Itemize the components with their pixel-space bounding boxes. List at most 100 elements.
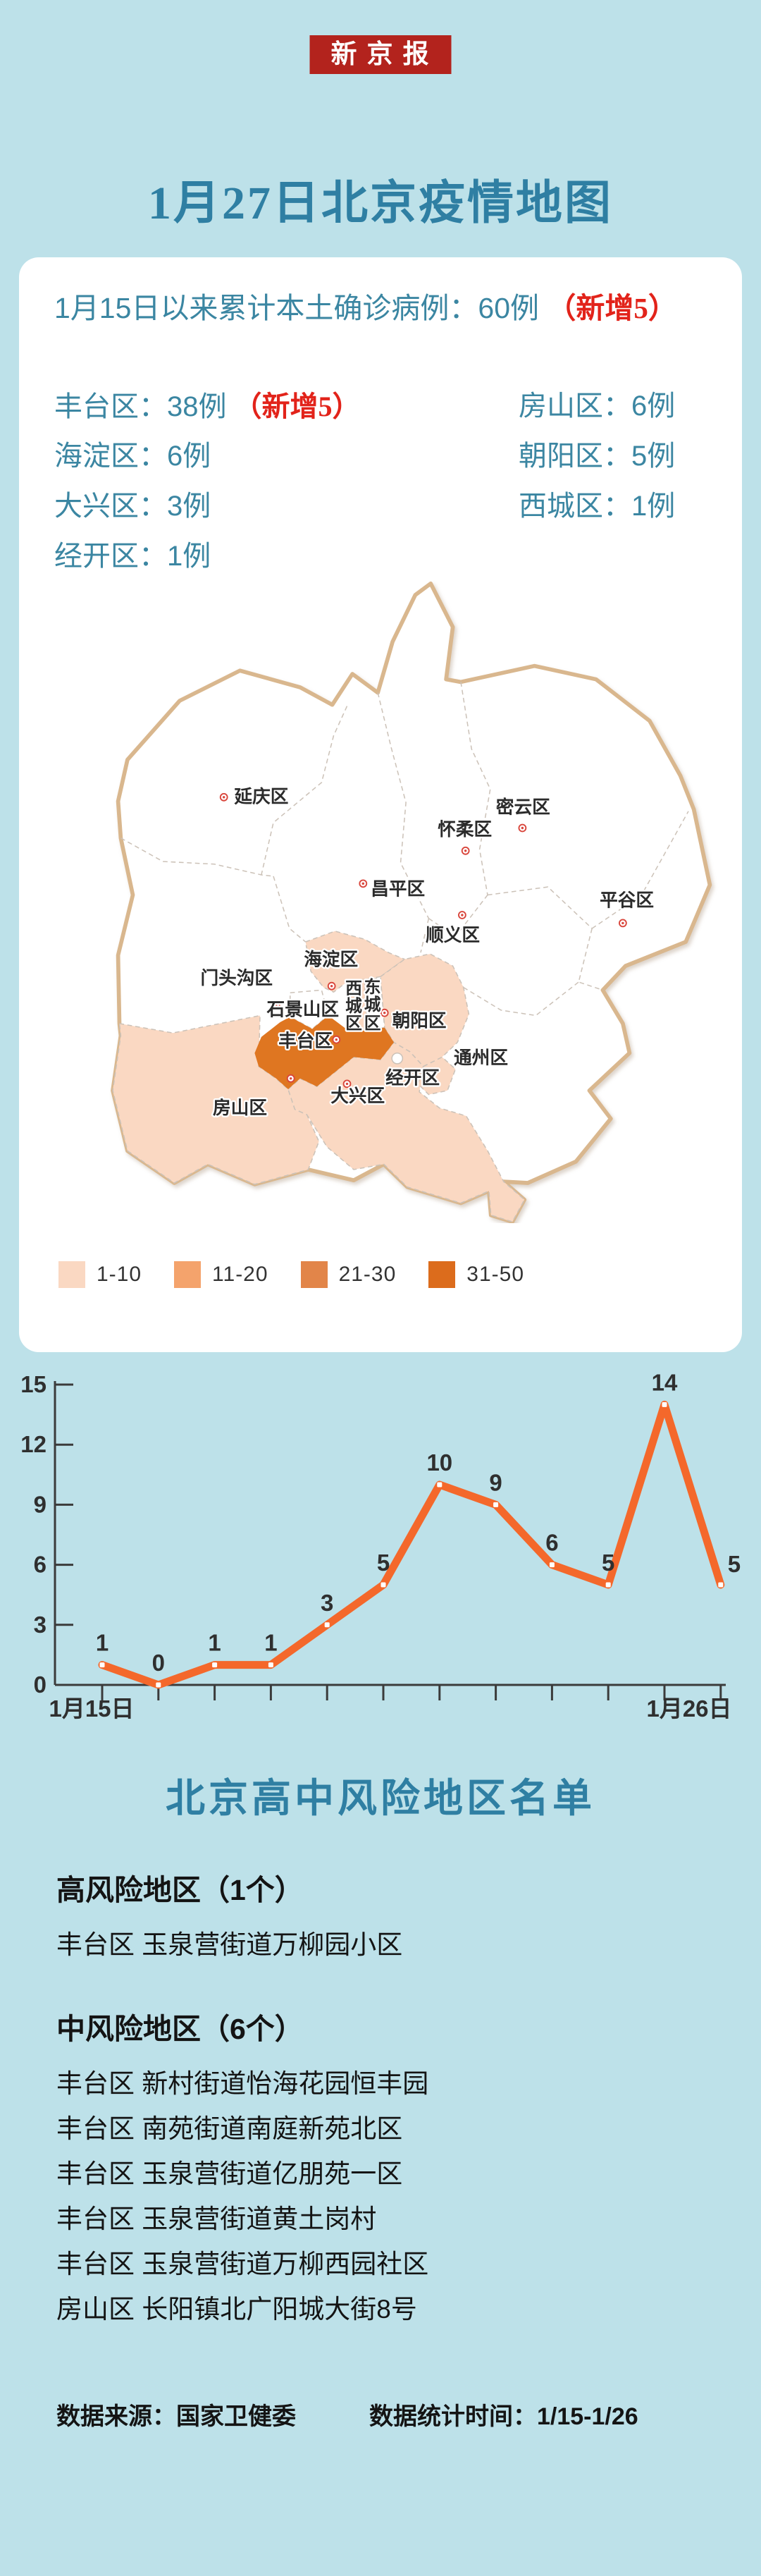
district-marker-miyun (518, 823, 527, 833)
y-tick-label: 6 (34, 1552, 47, 1578)
district-label-chaoyang: 朝阳区 (392, 1010, 447, 1031)
mid-risk-section: 中风险地区（6个） 丰台区 新村街道怡海花园恒丰园 丰台区 南苑街道南庭新苑北区丰… (56, 2011, 428, 2332)
legend-label-1-10: 1-10 (97, 1263, 142, 1286)
chart-value-label: 1 (208, 1630, 221, 1656)
risk-item: 丰台区 玉泉营街道万柳西园社区 (56, 2250, 429, 2278)
district-label-shijingshan: 石景山区 (266, 1000, 340, 1020)
brand-badge: 新京报 (309, 35, 452, 74)
district-marker-dongcheng (380, 1008, 389, 1017)
risk-list-heading: 北京高中风险地区名单 (166, 1777, 595, 1821)
district-border-line (261, 706, 348, 876)
chart-value-label: 5 (377, 1550, 390, 1576)
summary-text: 1月15日以来累计本土确诊病例：60例 (54, 292, 540, 324)
district-stats-left-column: 丰台区：38例 （新增5） 海淀区：6例 大兴区：3例 经开区：1例 (54, 381, 361, 582)
district-label-jingkai: 经开区 (385, 1067, 440, 1088)
district-label-shunyi: 顺义区 (426, 925, 480, 945)
legend-swatch-31-50 (428, 1261, 456, 1288)
data-source: 数据来源：国家卫健委 (56, 2403, 296, 2430)
chart-point (156, 1682, 161, 1688)
chart-value-label: 9 (489, 1469, 502, 1495)
district-label-yanqing: 延庆区 (233, 785, 288, 806)
map-enclave-circle (391, 1052, 404, 1065)
district-label-haidian: 海淀区 (304, 948, 358, 969)
district-marker-shunyi (458, 911, 466, 919)
page-title: 1月27日北京疫情地图 (148, 178, 613, 229)
chart-point (718, 1582, 724, 1588)
district-border-line (377, 692, 430, 919)
risk-item: 丰台区 新村街道怡海花园恒丰园 (56, 2069, 429, 2098)
district-marker-shijingshan (271, 1001, 280, 1010)
district-border-line (463, 981, 579, 1017)
legend-label-21-30: 21-30 (338, 1263, 397, 1286)
chart-value-label: 1 (96, 1630, 109, 1656)
chart-point (662, 1402, 667, 1407)
y-tick-label: 12 (20, 1431, 47, 1457)
stat-row-right-1: 朝阳区：5例 (519, 431, 675, 482)
high-risk-section: 高风险地区（1个） 丰台区 玉泉营街道万柳园小区 (56, 1872, 402, 1968)
district-border-line (578, 928, 603, 991)
chart-point (493, 1502, 499, 1507)
district-label-huairou: 怀柔区 (438, 819, 492, 840)
chart-point (268, 1662, 273, 1668)
district-marker-yanqing (219, 792, 228, 802)
district-border-line (591, 811, 689, 929)
district-jingkai (417, 1056, 457, 1096)
district-border-line (487, 886, 593, 929)
district-label-tongzhou: 通州区 (454, 1048, 508, 1068)
district-fangshan (112, 1014, 320, 1185)
chart-value-label: 5 (602, 1550, 614, 1576)
high-risk-items: 丰台区 玉泉营街道万柳园小区 (56, 1922, 402, 1968)
y-tick-label: 0 (34, 1672, 47, 1698)
district-label-fangshan: 房山区 (213, 1098, 267, 1118)
stat-new-badge: （新增5） (226, 391, 361, 422)
map-legend: 1-10 11-20 21-30 31-50 (58, 1261, 557, 1288)
legend-label-31-50: 31-50 (466, 1263, 525, 1286)
district-label-xicheng: 西城区 (345, 979, 362, 1033)
legend-swatch-11-20 (174, 1261, 202, 1288)
stat-row-right-0: 房山区：6例 (519, 381, 675, 431)
y-tick-label: 3 (34, 1612, 47, 1638)
summary-new-badge: （新增5） (547, 292, 677, 324)
x-axis-first-label: 1月15日 (49, 1695, 134, 1722)
stat-row-left-1: 海淀区：6例 (54, 431, 361, 482)
chart-value-label: 14 (652, 1369, 678, 1395)
district-marker-haidian (327, 981, 336, 990)
chart-point (212, 1662, 218, 1668)
district-marker-huairou (461, 846, 470, 855)
mid-risk-items: 丰台区 新村街道怡海花园恒丰园 丰台区 南苑街道南庭新苑北区 丰台区 玉泉营街道亿朋… (56, 2061, 428, 2332)
district-label-pinggu: 平谷区 (600, 890, 654, 911)
stat-label: 经开区：1例 (54, 541, 211, 572)
stat-label: 房山区：6例 (519, 391, 676, 422)
district-marker-pinggu (619, 919, 627, 928)
stat-label: 朝阳区：5例 (519, 441, 676, 472)
district-border-line (460, 682, 491, 895)
chart-point (380, 1582, 386, 1588)
district-stats-right-column: 房山区：6例 朝阳区：5例 西城区：1例 (519, 381, 675, 532)
district-label-miyun: 密云区 (496, 797, 550, 818)
stat-label: 丰台区：38例 (54, 391, 227, 422)
footer: 数据来源：国家卫健委 数据统计时间：1/15-1/26 (0, 2397, 761, 2432)
district-label-changping: 昌平区 (371, 879, 425, 900)
chart-line (98, 1400, 725, 1689)
stat-label: 大兴区：3例 (54, 491, 211, 522)
district-border-line (273, 876, 307, 943)
district-border-line (120, 838, 274, 877)
district-border-line (420, 918, 430, 953)
data-period: 数据统计时间：1/15-1/26 (369, 2403, 638, 2430)
chart-value-label: 0 (152, 1650, 165, 1676)
chart-value-label: 10 (426, 1449, 452, 1476)
chart-value-label: 5 (728, 1551, 741, 1577)
district-label-mentougou: 门头沟区 (200, 968, 273, 988)
risk-item: 丰台区 玉泉营街道黄土岗村 (56, 2204, 377, 2233)
stat-row-left-3: 经开区：1例 (54, 532, 361, 582)
district-border-line (428, 895, 488, 938)
district-haidian (304, 931, 406, 993)
chart-value-label: 1 (264, 1630, 277, 1656)
legend-swatch-21-30 (300, 1261, 328, 1288)
chart-point (549, 1562, 555, 1568)
stat-label: 海淀区：6例 (54, 441, 211, 472)
risk-item: 丰台区 玉泉营街道亿朋苑一区 (56, 2159, 403, 2188)
